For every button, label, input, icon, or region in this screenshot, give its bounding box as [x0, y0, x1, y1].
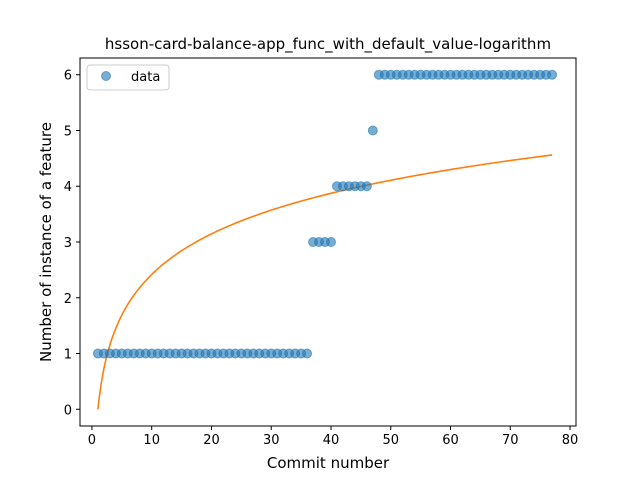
- fit-line-layer: [97, 154, 553, 410]
- data-point: [547, 69, 558, 80]
- x-tick-label: 80: [562, 433, 579, 448]
- x-tick-label: 30: [263, 433, 280, 448]
- legend-label-data: data: [131, 70, 160, 85]
- x-tick-label: 50: [382, 433, 399, 448]
- x-tick-label: 70: [502, 433, 519, 448]
- y-tick-label: 5: [64, 124, 72, 139]
- y-tick-label: 1: [64, 348, 72, 363]
- x-tick-label: 20: [203, 433, 220, 448]
- x-tick-label: 40: [323, 433, 340, 448]
- plot-area: [92, 69, 558, 410]
- fit-line: [97, 154, 553, 410]
- y-tick-label: 2: [64, 292, 72, 307]
- data-point: [367, 125, 378, 136]
- x-tick-label: 10: [143, 433, 160, 448]
- x-tick-label: 60: [442, 433, 459, 448]
- chart-title: hsson-card-balance-app_func_with_default…: [105, 35, 551, 54]
- data-points-layer: [92, 69, 558, 359]
- y-tick-label: 4: [64, 180, 72, 195]
- data-point: [325, 237, 336, 247]
- y-tick-label: 0: [64, 403, 72, 418]
- data-point: [361, 181, 372, 192]
- y-tick-label: 3: [64, 236, 72, 251]
- y-axis-label: Number of instance of a feature: [37, 122, 55, 362]
- x-axis-label: Commit number: [267, 454, 390, 472]
- data-point: [302, 348, 313, 359]
- legend-marker-data: [101, 71, 111, 81]
- y-axis-ticks: 0 1 2 3 4 5 6: [64, 69, 80, 418]
- y-tick-label: 6: [64, 69, 72, 84]
- x-tick-label: 0: [88, 433, 96, 448]
- x-axis-ticks: 0 10 20 30 40 50 60 70 80: [88, 426, 578, 448]
- legend: data: [86, 64, 170, 91]
